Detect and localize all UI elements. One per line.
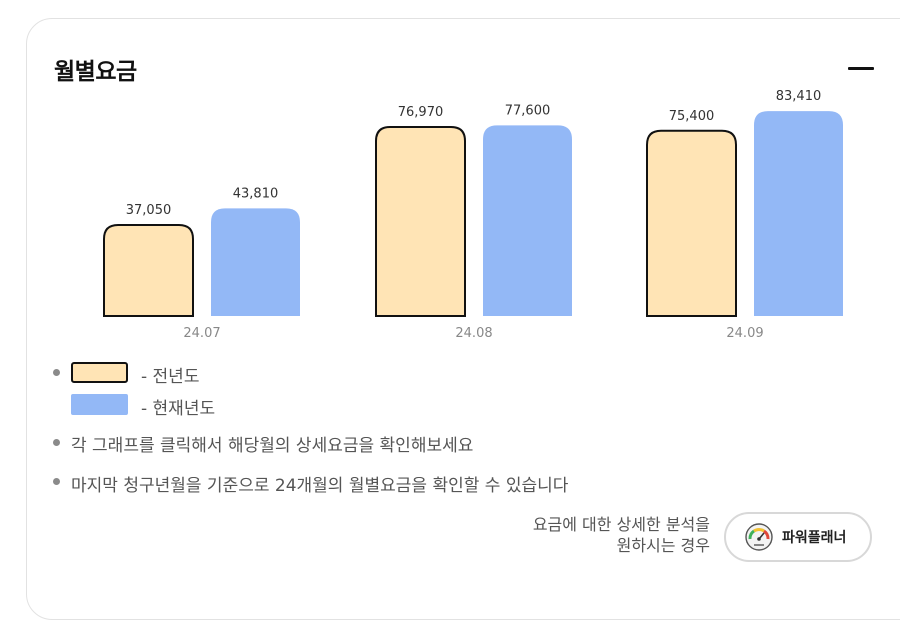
legend-swatch-current-year [71,394,128,415]
bar-current-year-24.07[interactable] [211,208,300,316]
x-tick-label: 24.08 [455,326,492,341]
collapse-button[interactable] [846,55,876,81]
bar-prev-year-24.07[interactable] [103,224,194,317]
planner-prompt: 요금에 대한 상세한 분석을 원하시는 경우 [533,514,710,556]
legend-label-prev-year: - 전년도 [141,367,200,387]
planner-prompt-line2: 원하시는 경우 [616,536,710,555]
monthly-bar-chart: 37,050 43,810 24.07 76,970 77,600 24.08 75,400… [103,89,843,341]
bar-value-label: 43,810 [233,186,279,201]
note-click-graph: 각 그래프를 클릭해서 해당월의 상세요금을 확인해보세요 [71,436,474,456]
x-tick-label: 24.09 [726,326,763,341]
legend-swatch-prev-year [71,362,128,383]
bar-prev-year-24.08[interactable] [375,125,466,317]
gauge-icon [745,523,773,551]
power-planner-label: 파워플래너 [782,530,847,546]
bar-value-label: 37,050 [126,203,172,218]
minus-icon [848,67,874,70]
x-tick-label: 24.07 [183,326,220,341]
bar-current-year-24.08[interactable] [483,125,572,317]
bar-value-label: 75,400 [669,109,715,124]
legend-bullet [53,369,60,376]
bar-value-label: 83,410 [776,89,822,104]
chart-canvas: 37,050 43,810 24.07 76,970 77,600 24.08 75,400… [103,89,843,341]
bar-value-label: 77,600 [505,103,551,118]
note-24-months: 마지막 청구년월을 기준으로 24개월의 월별요금을 확인할 수 있습니다 [71,476,569,496]
power-planner-button[interactable]: 파워플래너 [724,512,872,562]
note-bullet [53,439,60,446]
page-title: 월별요금 [54,59,137,85]
bar-current-year-24.09[interactable] [754,111,843,316]
bar-prev-year-24.09[interactable] [646,129,737,317]
bar-value-label: 76,970 [398,105,444,120]
note-bullet [53,478,60,485]
planner-prompt-line1: 요금에 대한 상세한 분석을 [532,515,710,534]
legend-label-current-year: - 현재년도 [141,399,216,419]
